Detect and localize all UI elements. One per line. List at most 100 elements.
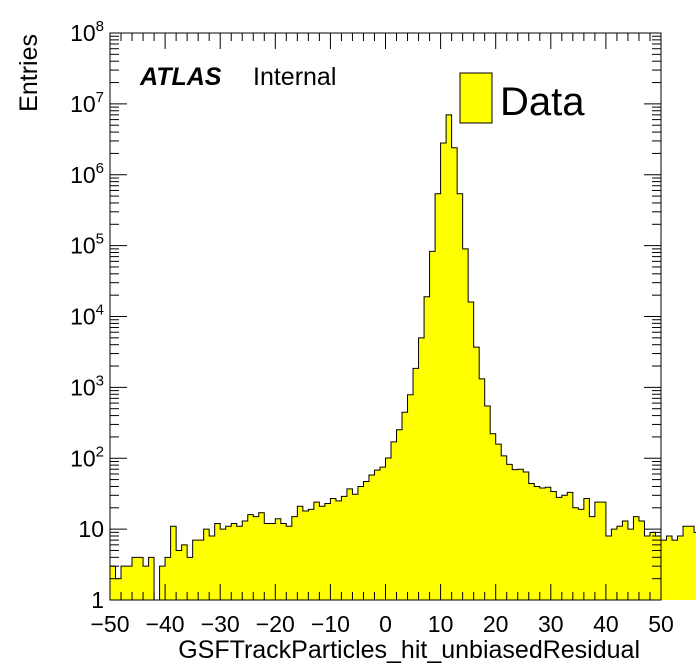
histogram-bin — [231, 523, 238, 600]
histogram-bin — [319, 506, 326, 600]
histogram-bin — [479, 378, 486, 600]
histogram-bin — [694, 532, 696, 600]
y-axis-label: Entries — [15, 34, 43, 112]
histogram-bin — [396, 429, 403, 600]
histogram-bin — [534, 486, 541, 600]
histogram-bin — [616, 526, 623, 600]
histogram-bin — [517, 469, 524, 600]
histogram-bin — [490, 433, 497, 600]
histogram-bin — [655, 535, 662, 600]
histogram-bin — [561, 495, 568, 600]
histogram-bin — [363, 481, 370, 600]
histogram-bin — [683, 526, 689, 600]
histogram-bin — [435, 193, 441, 600]
histogram-bin — [247, 514, 254, 600]
histogram-bin — [589, 516, 596, 600]
y-tick-label: 103 — [70, 372, 104, 400]
histogram-bin — [269, 523, 276, 600]
histogram-bin — [203, 529, 210, 600]
histogram-bin — [495, 444, 502, 600]
histogram-bin — [446, 114, 453, 601]
histogram-bin — [341, 496, 348, 600]
x-axis-tick-labels: −50 −40 −30 −20 −10 0 10 20 30 40 50 — [90, 611, 673, 637]
x-tick-label: 40 — [593, 611, 619, 637]
histogram-bin — [567, 492, 574, 600]
histogram-bin — [126, 566, 133, 600]
histogram-bin — [638, 521, 645, 600]
histogram-bin — [402, 412, 408, 600]
histogram-bin — [121, 566, 127, 600]
histogram-bin — [429, 251, 436, 600]
x-tick-label: 20 — [483, 611, 509, 637]
histogram-bin — [258, 512, 265, 600]
histogram-bin — [633, 516, 640, 600]
histogram-bin — [418, 337, 425, 600]
histogram-bin — [236, 526, 243, 600]
y-tick-label: 105 — [70, 231, 104, 259]
histogram-bin — [440, 143, 447, 600]
y-tick-label: 10 — [78, 516, 104, 542]
histogram-bin — [132, 557, 138, 600]
atlas-label: ATLAS — [139, 63, 222, 91]
histogram-bin — [214, 523, 221, 600]
x-tick-label: −40 — [146, 611, 185, 637]
x-tick-label: 0 — [379, 611, 392, 637]
histogram-bin — [280, 523, 287, 600]
x-tick-label: −20 — [256, 611, 295, 637]
histogram-bin — [352, 494, 359, 600]
histogram-bin — [462, 248, 469, 601]
x-tick-label: −30 — [201, 611, 240, 637]
x-axis-ticks — [109, 33, 662, 600]
x-tick-label: −10 — [311, 611, 350, 637]
histogram-bin — [578, 509, 585, 600]
histogram-bin — [225, 526, 232, 600]
histogram-bin — [501, 455, 508, 600]
histogram-bin — [605, 535, 612, 600]
histogram-bin — [308, 509, 315, 600]
histogram-bin — [198, 540, 205, 600]
histogram-bin — [545, 487, 552, 600]
histogram-bin — [523, 471, 530, 600]
histogram-bin — [512, 469, 519, 600]
histogram-bin — [666, 535, 673, 600]
histogram-bin — [357, 486, 364, 600]
histogram-bin — [556, 497, 563, 600]
y-tick-label: 1 — [91, 587, 104, 613]
histogram-bin — [661, 540, 667, 600]
histogram-bin — [473, 347, 480, 600]
histogram-bin — [528, 483, 535, 600]
y-tick-label: 102 — [70, 443, 104, 471]
histogram-bin — [539, 488, 546, 600]
legend-swatch-data — [459, 72, 493, 124]
histogram-bin — [622, 521, 629, 600]
y-axis-ticks — [110, 32, 661, 601]
histogram-bin — [374, 470, 381, 600]
histogram-bin — [457, 193, 464, 600]
x-tick-label: 50 — [648, 611, 674, 637]
histogram-bin — [627, 529, 634, 600]
histogram-bin — [253, 516, 260, 600]
histogram-bin — [291, 516, 298, 600]
histogram-bin — [286, 526, 293, 600]
histogram-bin — [506, 464, 513, 600]
histogram-bin — [264, 523, 271, 600]
histogram-bin — [330, 498, 337, 600]
histogram-bin — [379, 467, 386, 600]
y-axis-tick-labels: 1 10 102 103 104 105 106 107 108 — [70, 18, 104, 613]
histogram-bin — [192, 540, 199, 600]
histogram-bin — [600, 502, 607, 600]
histogram-bin — [220, 529, 227, 600]
histogram-outline — [109, 114, 696, 601]
histogram-bin — [181, 544, 188, 600]
histogram-bin — [275, 518, 282, 600]
histogram-bin — [242, 521, 249, 600]
histogram-bin — [209, 535, 216, 600]
histogram-bin — [368, 475, 375, 600]
y-tick-label: 108 — [70, 18, 104, 46]
histogram-bin — [413, 368, 419, 600]
histogram-bin — [688, 526, 695, 600]
histogram-bin — [324, 503, 331, 600]
x-tick-label: 30 — [538, 611, 564, 637]
histogram-bin — [572, 507, 579, 600]
